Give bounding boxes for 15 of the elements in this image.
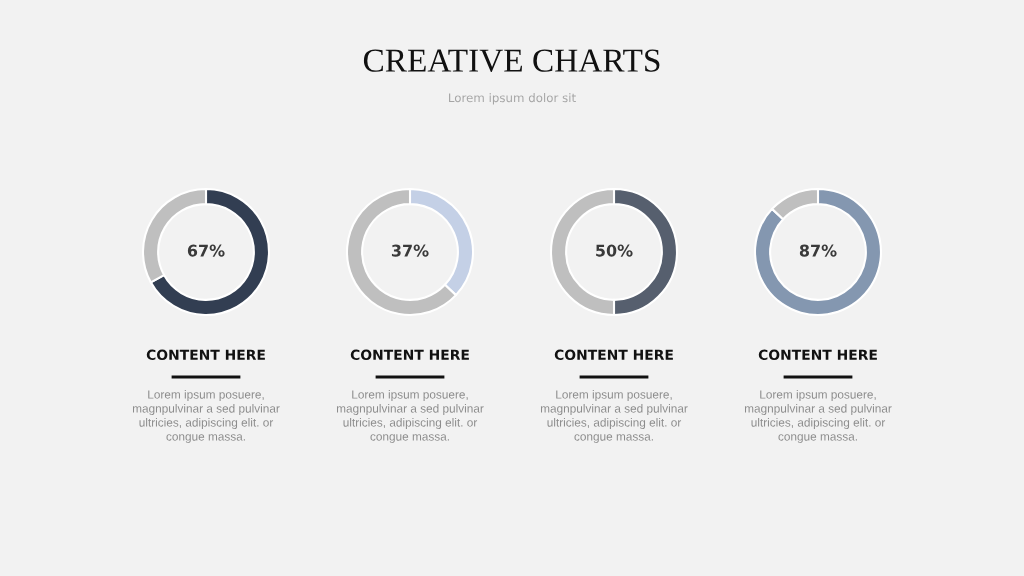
text: Lorem ipsum posuere, magnpulvinar a sed pulvinar ultricies, adipiscing elit. or congue massa. xyxy=(132,390,280,443)
data-label: 87% xyxy=(799,244,837,257)
text: CONTENT HERE xyxy=(554,349,673,361)
text: Lorem ipsum posuere, magnpulvinar a sed pulvinar ultricies, adipiscing elit. or congue massa. xyxy=(540,390,688,443)
text: Lorem ipsum dolor sit xyxy=(449,93,576,105)
text: Lorem ipsum posuere, magnpulvinar a sed pulvinar ultricies, adipiscing elit. or congue massa. xyxy=(336,390,484,443)
data-label: 37% xyxy=(391,244,429,257)
data-label: 67% xyxy=(187,244,225,257)
text: CREATIVE CHARTS xyxy=(363,49,660,73)
data-label: 50% xyxy=(596,244,633,257)
text: CONTENT HERE xyxy=(758,349,877,361)
text: CONTENT HERE xyxy=(350,349,469,361)
donut-slice xyxy=(753,187,883,317)
text: Lorem ipsum posuere, magnpulvinar a sed pulvinar ultricies, adipiscing elit. or congue massa. xyxy=(744,390,892,443)
text: CONTENT HERE xyxy=(146,349,265,361)
